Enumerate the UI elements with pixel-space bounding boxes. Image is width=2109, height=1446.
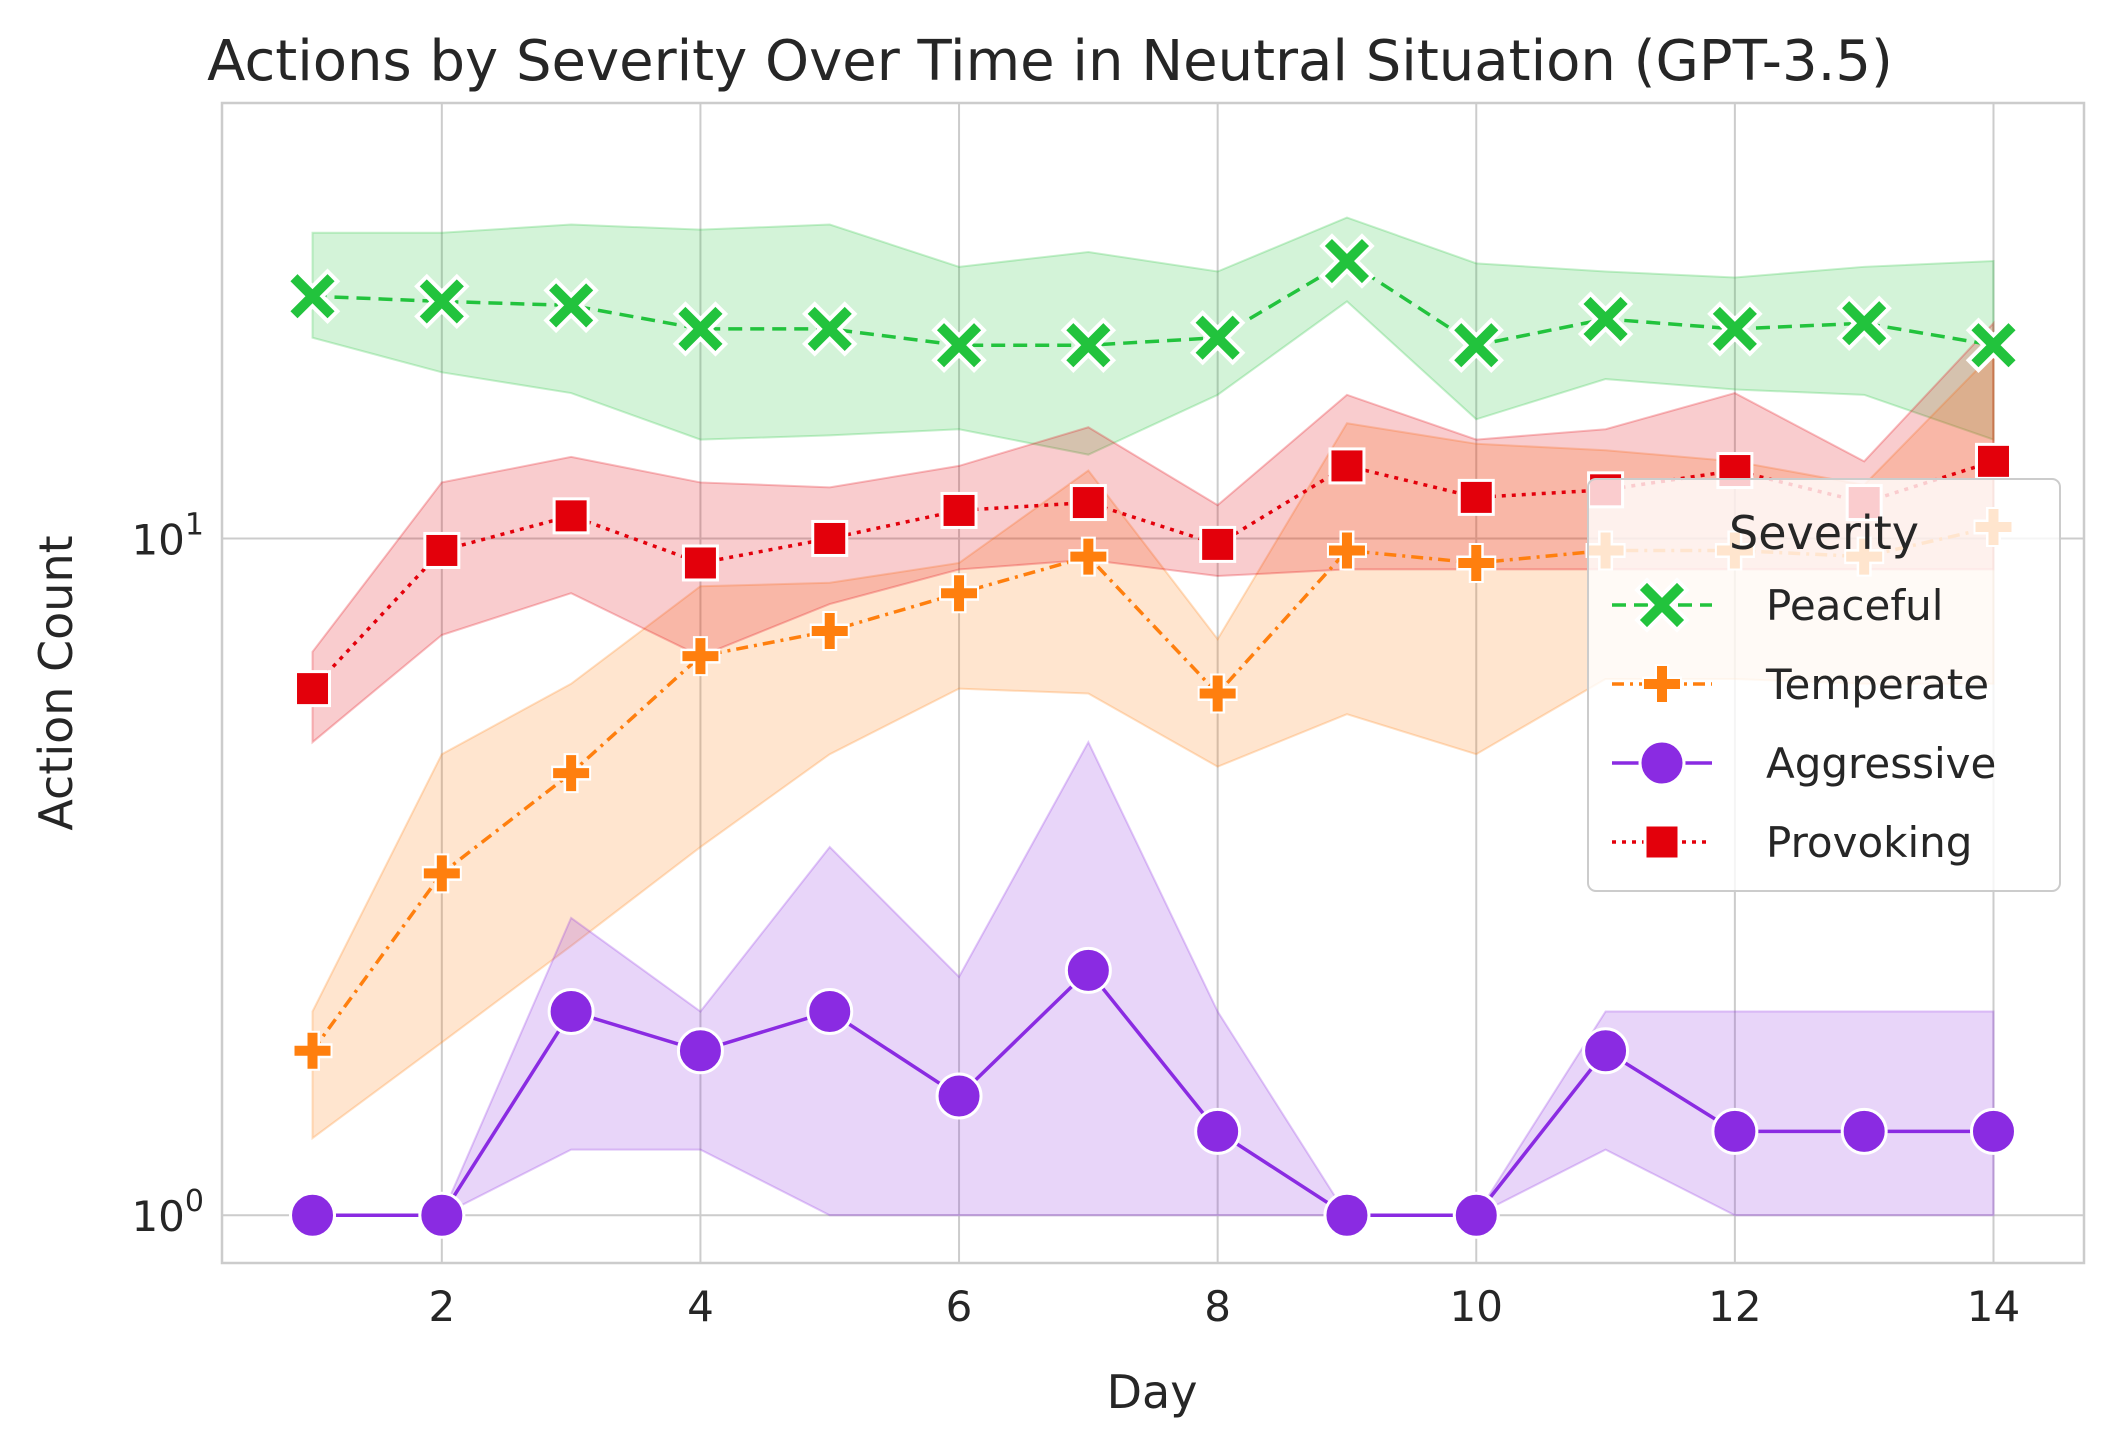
point-provoking: [1199, 525, 1237, 563]
x-tick-label: 2: [428, 1282, 455, 1331]
legend-label-aggressive: Aggressive: [1766, 739, 1996, 788]
legend-marker-temperate: [1642, 664, 1682, 704]
point-peaceful: [414, 273, 470, 330]
x-tick-label: 14: [1967, 1282, 2020, 1331]
point-peaceful: [1060, 317, 1117, 373]
point-peaceful: [1189, 309, 1246, 366]
legend-marker-provoking: [1643, 823, 1681, 861]
point-aggressive: [935, 1072, 983, 1120]
x-tick-label: 6: [946, 1282, 973, 1331]
legend-title: Severity: [1729, 506, 1919, 560]
line-provoking: [311, 459, 1995, 690]
point-aggressive: [547, 988, 595, 1036]
point-temperate: [1197, 673, 1238, 714]
point-peaceful: [1965, 317, 2022, 373]
legend-box: [1587, 478, 2061, 892]
point-peaceful: [672, 301, 729, 357]
line-peaceful: [312, 258, 1994, 348]
x-tick-label: 10: [1450, 1282, 1503, 1331]
point-provoking: [552, 497, 590, 535]
point-temperate: [680, 636, 721, 677]
point-provoking: [1328, 447, 1366, 485]
legend-label-temperate: Temperate: [1765, 660, 1989, 709]
x-tick-label: 4: [687, 1282, 714, 1331]
point-provoking: [1069, 484, 1107, 522]
plot-frame: [220, 101, 2086, 1265]
point-peaceful: [1836, 295, 1892, 351]
chart-title: Actions by Severity Over Time in Neutral…: [207, 29, 1893, 94]
point-aggressive: [1064, 946, 1112, 994]
point-aggressive: [1194, 1107, 1242, 1155]
point-temperate: [551, 753, 592, 794]
point-aggressive: [676, 1027, 724, 1075]
point-temperate: [1456, 542, 1497, 583]
y-axis-label: Action Count: [29, 535, 83, 830]
legend-label-peaceful: Peaceful: [1766, 581, 1943, 630]
point-provoking: [681, 544, 719, 582]
point-peaceful: [1448, 317, 1504, 373]
legend-label-provoking: Provoking: [1766, 818, 1972, 867]
point-peaceful: [931, 317, 987, 373]
point-peaceful: [1707, 301, 1763, 357]
point-temperate: [1326, 530, 1367, 571]
legend-marker-aggressive: [1638, 739, 1686, 787]
band-peaceful: [311, 216, 1995, 456]
point-provoking: [940, 491, 978, 529]
point-aggressive: [1711, 1107, 1759, 1155]
y-tick-label: 100: [131, 1184, 204, 1241]
confidence-bands: [311, 216, 1995, 1217]
point-temperate: [421, 853, 462, 894]
point-aggressive: [1582, 1027, 1630, 1075]
point-aggressive: [1323, 1191, 1371, 1239]
legend-marker-peaceful: [1634, 577, 1690, 633]
x-tick-label: 8: [1204, 1282, 1231, 1331]
point-provoking: [1974, 442, 2012, 480]
point-aggressive: [289, 1191, 337, 1239]
legend: Severity Peaceful Temperate Aggressive Provo…: [1587, 478, 2061, 892]
point-provoking: [811, 519, 849, 557]
point-peaceful: [1319, 233, 1375, 289]
point-peaceful: [543, 277, 599, 334]
point-aggressive: [418, 1191, 466, 1239]
x-tick-label: 12: [1708, 1282, 1761, 1331]
point-aggressive: [1969, 1107, 2017, 1155]
point-aggressive: [1452, 1191, 1500, 1239]
y-tick-label: 101: [131, 507, 204, 564]
point-provoking: [1457, 478, 1495, 516]
point-temperate: [292, 1030, 333, 1071]
point-temperate: [809, 610, 850, 651]
point-peaceful: [1577, 291, 1634, 347]
point-provoking: [294, 670, 332, 708]
point-aggressive: [806, 988, 854, 1036]
point-temperate: [1068, 536, 1109, 577]
x-axis-label: Day: [1107, 1365, 1198, 1419]
axes: 2 4 6 8 10 12 14 100 101: [131, 101, 2086, 1331]
point-peaceful: [802, 301, 858, 357]
point-aggressive: [1840, 1107, 1888, 1155]
point-peaceful: [284, 268, 341, 324]
point-temperate: [939, 573, 980, 614]
point-provoking: [423, 531, 461, 569]
